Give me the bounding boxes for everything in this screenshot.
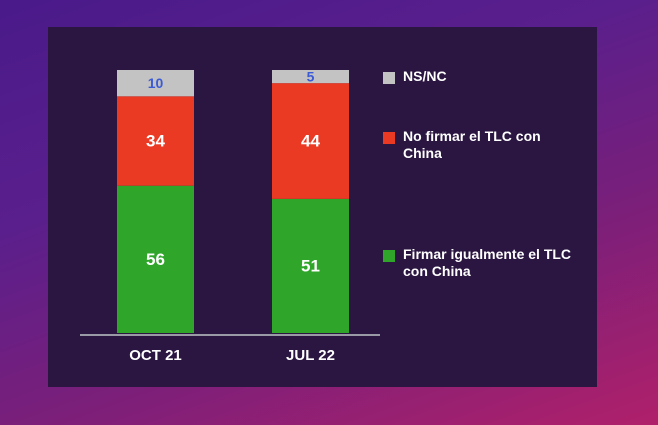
value-label: 51 [301,256,320,275]
x-tick-label: JUL 22 [286,347,335,364]
x-tick-label: OCT 21 [129,347,182,364]
bar-segment [117,96,194,186]
legend-swatch [383,72,395,84]
legend-label: Firmar igualmente el TLC con China [403,246,572,280]
bar-segment [272,83,349,199]
value-label: 5 [307,68,315,84]
legend-label: No firmar el TLC con China [403,128,541,161]
bar-segment [117,70,194,97]
value-label: 56 [146,250,165,269]
bar-segment [272,70,349,84]
value-label: 34 [146,131,165,150]
bar-segment [117,185,194,333]
value-label: 10 [148,75,164,91]
bar-segment [272,198,349,333]
legend-label: NS/NC [403,68,447,84]
value-label: 44 [301,131,320,150]
legend-swatch [383,132,395,144]
legend-swatch [383,250,395,263]
